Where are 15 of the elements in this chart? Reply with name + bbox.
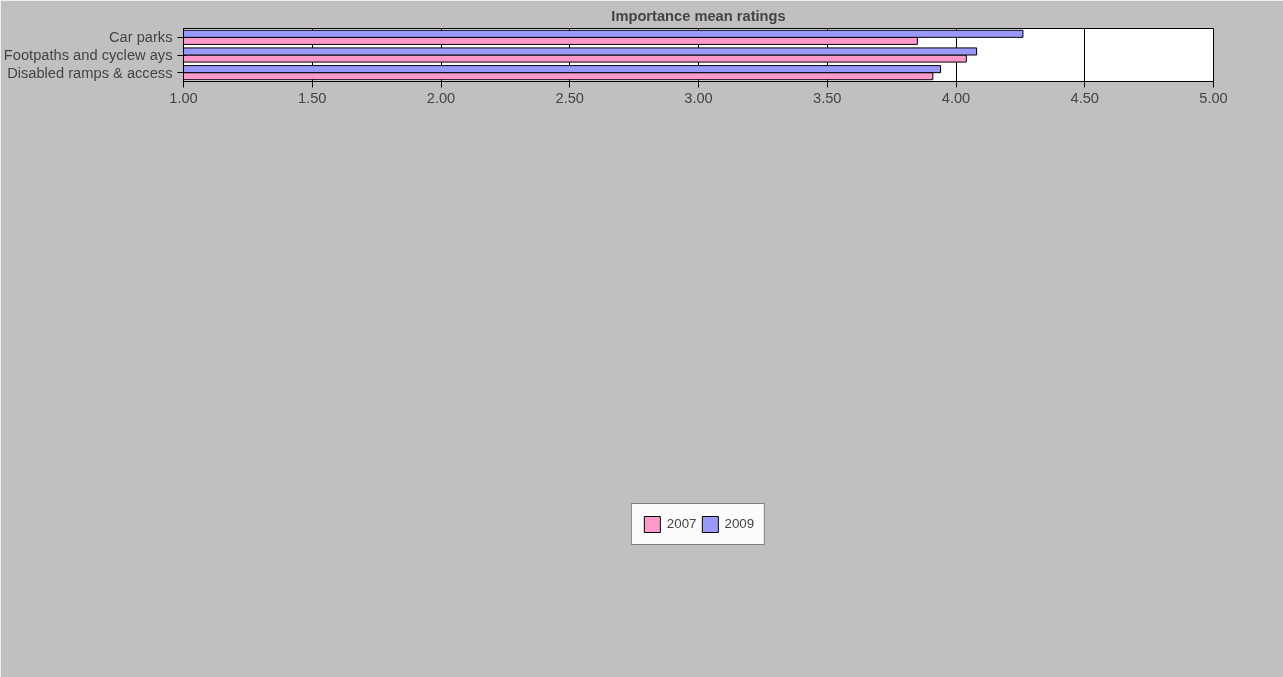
y-tick-label: Disabled ramps & access (7, 64, 173, 81)
y-tick-label: Footpaths and cyclew ays (3, 47, 173, 63)
chart-title: Importance mean ratings (611, 7, 786, 24)
x-tick-label: 3.00 (684, 89, 713, 106)
y-tick-label: Car parks (108, 29, 173, 46)
x-tick-label: 5.00 (1199, 89, 1228, 106)
legend-label: 2007 (666, 516, 697, 531)
x-tick-label: 1.00 (169, 89, 198, 106)
x-tick-label: 2.50 (555, 89, 585, 106)
x-tick-label: 4.50 (1070, 89, 1100, 106)
x-tick-label: 3.50 (812, 89, 842, 106)
x-tick-label: 4.00 (941, 89, 971, 106)
x-tick-label: 2.00 (426, 89, 456, 106)
legend-label: 2009 (724, 516, 755, 531)
x-tick-label: 1.50 (297, 89, 327, 106)
